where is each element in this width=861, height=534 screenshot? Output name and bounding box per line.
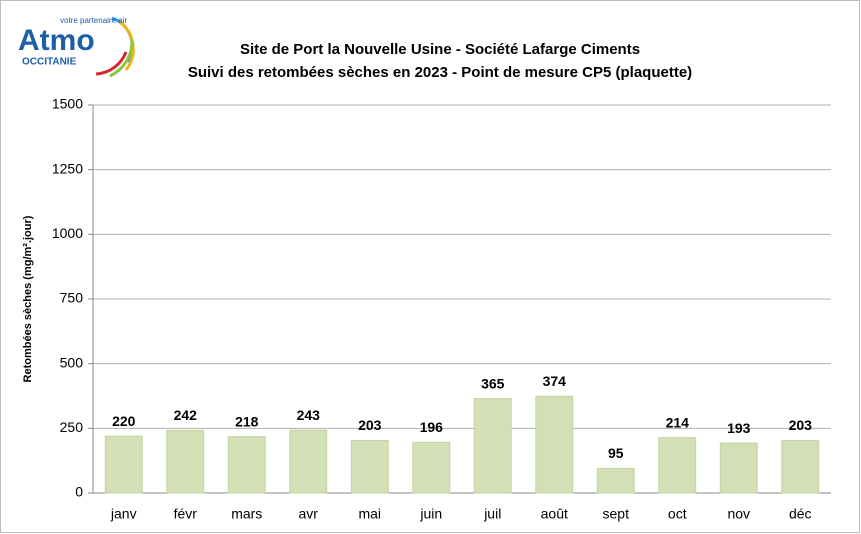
x-tick-label: sept (603, 506, 630, 522)
logo-name: Atmo (18, 24, 95, 57)
x-tick-label: nov (727, 506, 750, 522)
value-label: 203 (358, 417, 382, 433)
x-tick-label: août (541, 506, 568, 522)
value-label: 196 (420, 419, 444, 435)
bar (473, 398, 512, 494)
x-tick-label: oct (668, 506, 687, 522)
bar (350, 439, 389, 494)
logo-region: OCCITANIE (22, 57, 77, 68)
value-label: 218 (235, 413, 259, 429)
y-tick-label: 0 (75, 484, 83, 500)
value-label: 220 (112, 413, 136, 429)
value-label: 203 (789, 417, 813, 433)
value-label: 374 (543, 373, 567, 389)
x-tick-label: mai (358, 506, 381, 522)
x-tick-label: janv (110, 506, 137, 522)
bar (104, 435, 143, 494)
x-tick-label: juil (483, 506, 501, 522)
x-tick-label: juin (419, 506, 442, 522)
logo-tagline: votre partenaire air (60, 16, 127, 25)
value-label: 242 (174, 407, 198, 423)
value-label: 193 (727, 420, 751, 436)
logo-arc (95, 51, 128, 76)
bar (596, 467, 635, 494)
y-tick-label: 250 (60, 419, 84, 435)
bar (535, 395, 574, 494)
x-tick-label: mars (231, 506, 262, 522)
bar (658, 437, 697, 494)
x-tick-label: avr (299, 506, 319, 522)
y-tick-label: 1250 (52, 160, 83, 176)
logo-arc (109, 39, 134, 78)
bar (719, 442, 758, 494)
logo: votre partenaire air Atmo OCCITANIE (18, 16, 135, 78)
chart-subtitle: Suivi des retombées sèches en 2023 - Poi… (188, 64, 692, 81)
value-label: 365 (481, 375, 505, 391)
y-tick-label: 1000 (52, 225, 83, 241)
bar (289, 429, 328, 494)
chart-title: Site de Port la Nouvelle Usine - Société… (240, 41, 640, 58)
bar (166, 429, 205, 494)
x-tick-label: déc (789, 506, 812, 522)
value-label: 95 (608, 445, 624, 461)
value-label: 243 (297, 407, 321, 423)
y-tick-label: 1500 (52, 96, 83, 112)
x-tick-label: févr (174, 506, 198, 522)
bar (227, 436, 266, 494)
y-axis-label: Retombées sèches (mg/m².jour) (22, 215, 34, 382)
bar (781, 439, 820, 494)
bar (412, 441, 451, 494)
y-tick-label: 750 (60, 290, 84, 306)
value-label: 214 (666, 414, 690, 430)
y-tick-label: 500 (60, 354, 84, 370)
